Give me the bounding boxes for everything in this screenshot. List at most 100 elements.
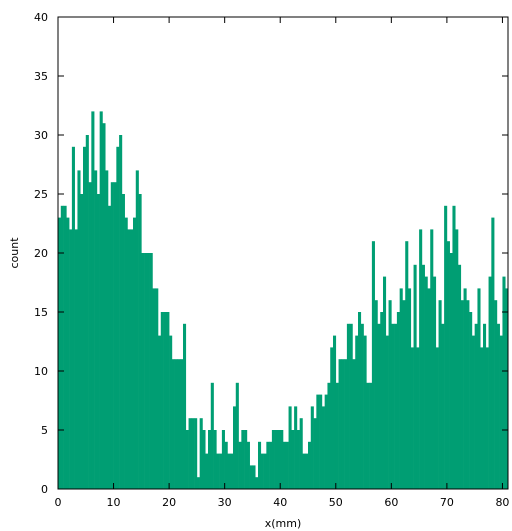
histogram-bar xyxy=(88,182,92,489)
histogram-bar xyxy=(121,194,125,489)
histogram-bar xyxy=(310,406,314,489)
x-tick-label: 70 xyxy=(440,496,454,509)
histogram-bar xyxy=(110,182,114,489)
histogram-bar xyxy=(421,264,425,489)
histogram-bar xyxy=(435,347,439,489)
histogram-bar xyxy=(363,335,367,489)
histogram-bar xyxy=(341,359,345,489)
histogram-bar xyxy=(402,300,406,489)
histogram-bar xyxy=(480,347,484,489)
histogram-bar xyxy=(344,359,348,489)
histogram-bar xyxy=(413,264,417,489)
histogram-bar xyxy=(119,135,123,489)
histogram-bar xyxy=(444,205,448,490)
histogram-bar xyxy=(291,430,295,489)
histogram-bar xyxy=(83,146,87,490)
histogram-bar xyxy=(171,359,175,489)
histogram-bar xyxy=(294,406,298,489)
histogram-bar xyxy=(416,347,420,489)
x-tick-label: 40 xyxy=(273,496,287,509)
histogram-bar xyxy=(169,335,173,489)
histogram-bar xyxy=(163,312,167,489)
x-tick-label: 30 xyxy=(218,496,232,509)
histogram-bar xyxy=(105,170,109,489)
y-tick-label: 40 xyxy=(34,11,48,24)
histogram-bar xyxy=(458,264,462,489)
y-axis-label: count xyxy=(8,237,21,269)
histogram-bar xyxy=(283,441,287,489)
histogram-bar xyxy=(244,430,248,489)
histogram-bar xyxy=(221,430,225,489)
histogram-bar xyxy=(80,194,84,489)
histogram-bar xyxy=(399,288,403,489)
histogram-bar xyxy=(335,382,339,489)
histogram-bar xyxy=(424,276,428,489)
histogram-bar xyxy=(502,276,506,489)
histogram-bar xyxy=(385,335,389,489)
histogram-bar xyxy=(116,146,120,490)
histogram-bar xyxy=(219,453,223,489)
histogram-bar xyxy=(369,382,373,489)
histogram-bar xyxy=(324,394,328,489)
histogram-bar xyxy=(66,217,70,489)
histogram-bar xyxy=(124,217,128,489)
histogram-bar xyxy=(419,229,423,489)
histogram-bar xyxy=(352,359,356,489)
histogram-bar xyxy=(160,312,164,489)
histogram-bar xyxy=(135,170,139,489)
bars-group xyxy=(58,111,509,490)
histogram-bar xyxy=(280,430,284,489)
y-tick-label: 15 xyxy=(34,306,48,319)
histogram-bar xyxy=(74,229,78,489)
histogram-bar xyxy=(266,441,270,489)
y-tick-label: 10 xyxy=(34,365,48,378)
histogram-bar xyxy=(141,253,145,489)
histogram-bar xyxy=(349,323,353,489)
histogram-bar xyxy=(241,430,245,489)
y-tick-label: 0 xyxy=(41,483,48,496)
histogram-bar xyxy=(230,453,234,489)
y-tick-label: 20 xyxy=(34,247,48,260)
histogram-bar xyxy=(466,300,470,489)
histogram-bar xyxy=(483,323,487,489)
histogram-bar xyxy=(91,111,95,490)
histogram-bar xyxy=(449,253,453,489)
histogram-bar xyxy=(405,241,409,489)
histogram-bar xyxy=(77,170,81,489)
histogram-bar xyxy=(235,382,239,489)
histogram-bar xyxy=(60,205,64,490)
histogram-bar xyxy=(446,241,450,489)
histogram-bar xyxy=(463,288,467,489)
histogram-bar xyxy=(430,229,434,489)
histogram-bar xyxy=(494,300,498,489)
histogram-bar xyxy=(252,465,256,489)
histogram-bar xyxy=(191,418,195,489)
y-tick-label: 25 xyxy=(34,188,48,201)
y-tick-label: 30 xyxy=(34,129,48,142)
histogram-bar xyxy=(505,288,509,489)
histogram-bar xyxy=(99,111,103,490)
histogram-bar xyxy=(477,288,481,489)
histogram-bar xyxy=(383,276,387,489)
histogram-bar xyxy=(260,453,264,489)
histogram-bar xyxy=(321,406,325,489)
histogram-bar xyxy=(202,430,206,489)
histogram-bar xyxy=(96,194,100,489)
histogram-bar xyxy=(496,323,500,489)
histogram-bar xyxy=(205,453,209,489)
histogram-bar xyxy=(433,276,437,489)
x-tick-label: 20 xyxy=(162,496,176,509)
histogram-bar xyxy=(313,418,317,489)
histogram-bar xyxy=(269,441,273,489)
histogram-bar xyxy=(174,359,178,489)
histogram-bar xyxy=(471,335,475,489)
histogram-bar xyxy=(216,453,220,489)
histogram-bar xyxy=(199,418,203,489)
histogram-bar xyxy=(258,441,262,489)
x-tick-label: 60 xyxy=(384,496,398,509)
x-tick-label: 50 xyxy=(329,496,343,509)
histogram-bar xyxy=(127,229,131,489)
x-tick-label: 0 xyxy=(55,496,62,509)
histogram-bar xyxy=(180,359,184,489)
histogram-bar xyxy=(330,347,334,489)
